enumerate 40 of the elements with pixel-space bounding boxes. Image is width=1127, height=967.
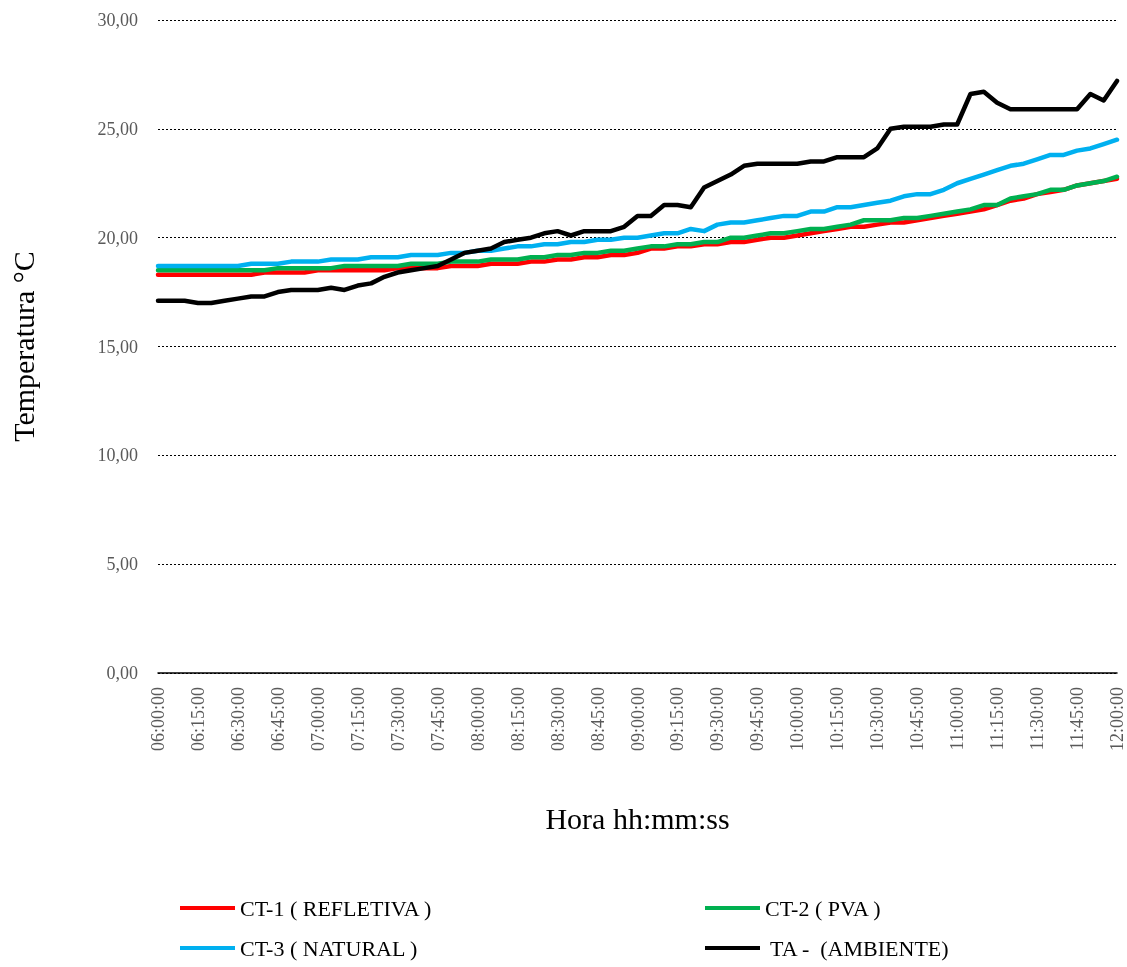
x-tick-label: 07:00:00 [307, 687, 328, 752]
x-tick-label: 11:45:00 [1067, 687, 1088, 751]
x-tick-label: 09:30:00 [707, 687, 728, 752]
x-tick-label: 08:30:00 [547, 687, 568, 752]
y-tick-label: 15,00 [97, 336, 138, 357]
x-tick-label: 09:00:00 [627, 687, 648, 752]
x-tick-label: 09:15:00 [667, 687, 688, 752]
legend-label: CT-3 ( NATURAL ) [240, 935, 418, 961]
x-tick-label: 07:30:00 [387, 687, 408, 752]
x-tick-label: 07:15:00 [347, 687, 368, 752]
y-tick-label: 20,00 [97, 227, 138, 248]
x-tick-label: 11:00:00 [947, 687, 968, 751]
x-tick-label: 07:45:00 [427, 687, 448, 752]
y-axis-title: Temperatura °C [6, 251, 40, 442]
x-tick-label: 12:00:00 [1107, 687, 1127, 752]
x-tick-label: 09:45:00 [747, 687, 768, 752]
x-tick-label: 10:45:00 [907, 687, 928, 752]
line-series [155, 78, 1120, 306]
x-tick-label: 06:45:00 [267, 687, 288, 752]
x-tick-label: 11:15:00 [987, 687, 1008, 751]
y-tick-label: 5,00 [106, 554, 138, 575]
x-tick-label: 10:30:00 [867, 687, 888, 752]
y-tick-label: 25,00 [97, 118, 138, 139]
y-tick-label: 30,00 [97, 10, 138, 30]
x-tick-label: 10:15:00 [827, 687, 848, 752]
x-tick-label: 06:15:00 [187, 687, 208, 752]
legend-label: CT-2 ( PVA ) [765, 895, 881, 921]
x-tick-label: 08:00:00 [467, 687, 488, 752]
x-tick-label: 08:45:00 [587, 687, 608, 752]
x-tick-label: 11:30:00 [1027, 687, 1048, 751]
y-tick-label: 0,00 [106, 663, 138, 683]
x-tick-label: 06:30:00 [227, 687, 248, 752]
x-tick-label: 06:00:00 [148, 687, 168, 752]
legend-label: TA - (AMBIENTE) [765, 935, 949, 961]
legend-label: CT-1 ( REFLETIVA ) [240, 895, 432, 921]
line-series [155, 137, 1120, 269]
x-tick-label: 10:00:00 [787, 687, 808, 752]
x-axis-title: Hora hh:mm:ss [545, 801, 730, 835]
y-tick-label: 10,00 [97, 445, 138, 466]
x-tick-label: 08:15:00 [507, 687, 528, 752]
